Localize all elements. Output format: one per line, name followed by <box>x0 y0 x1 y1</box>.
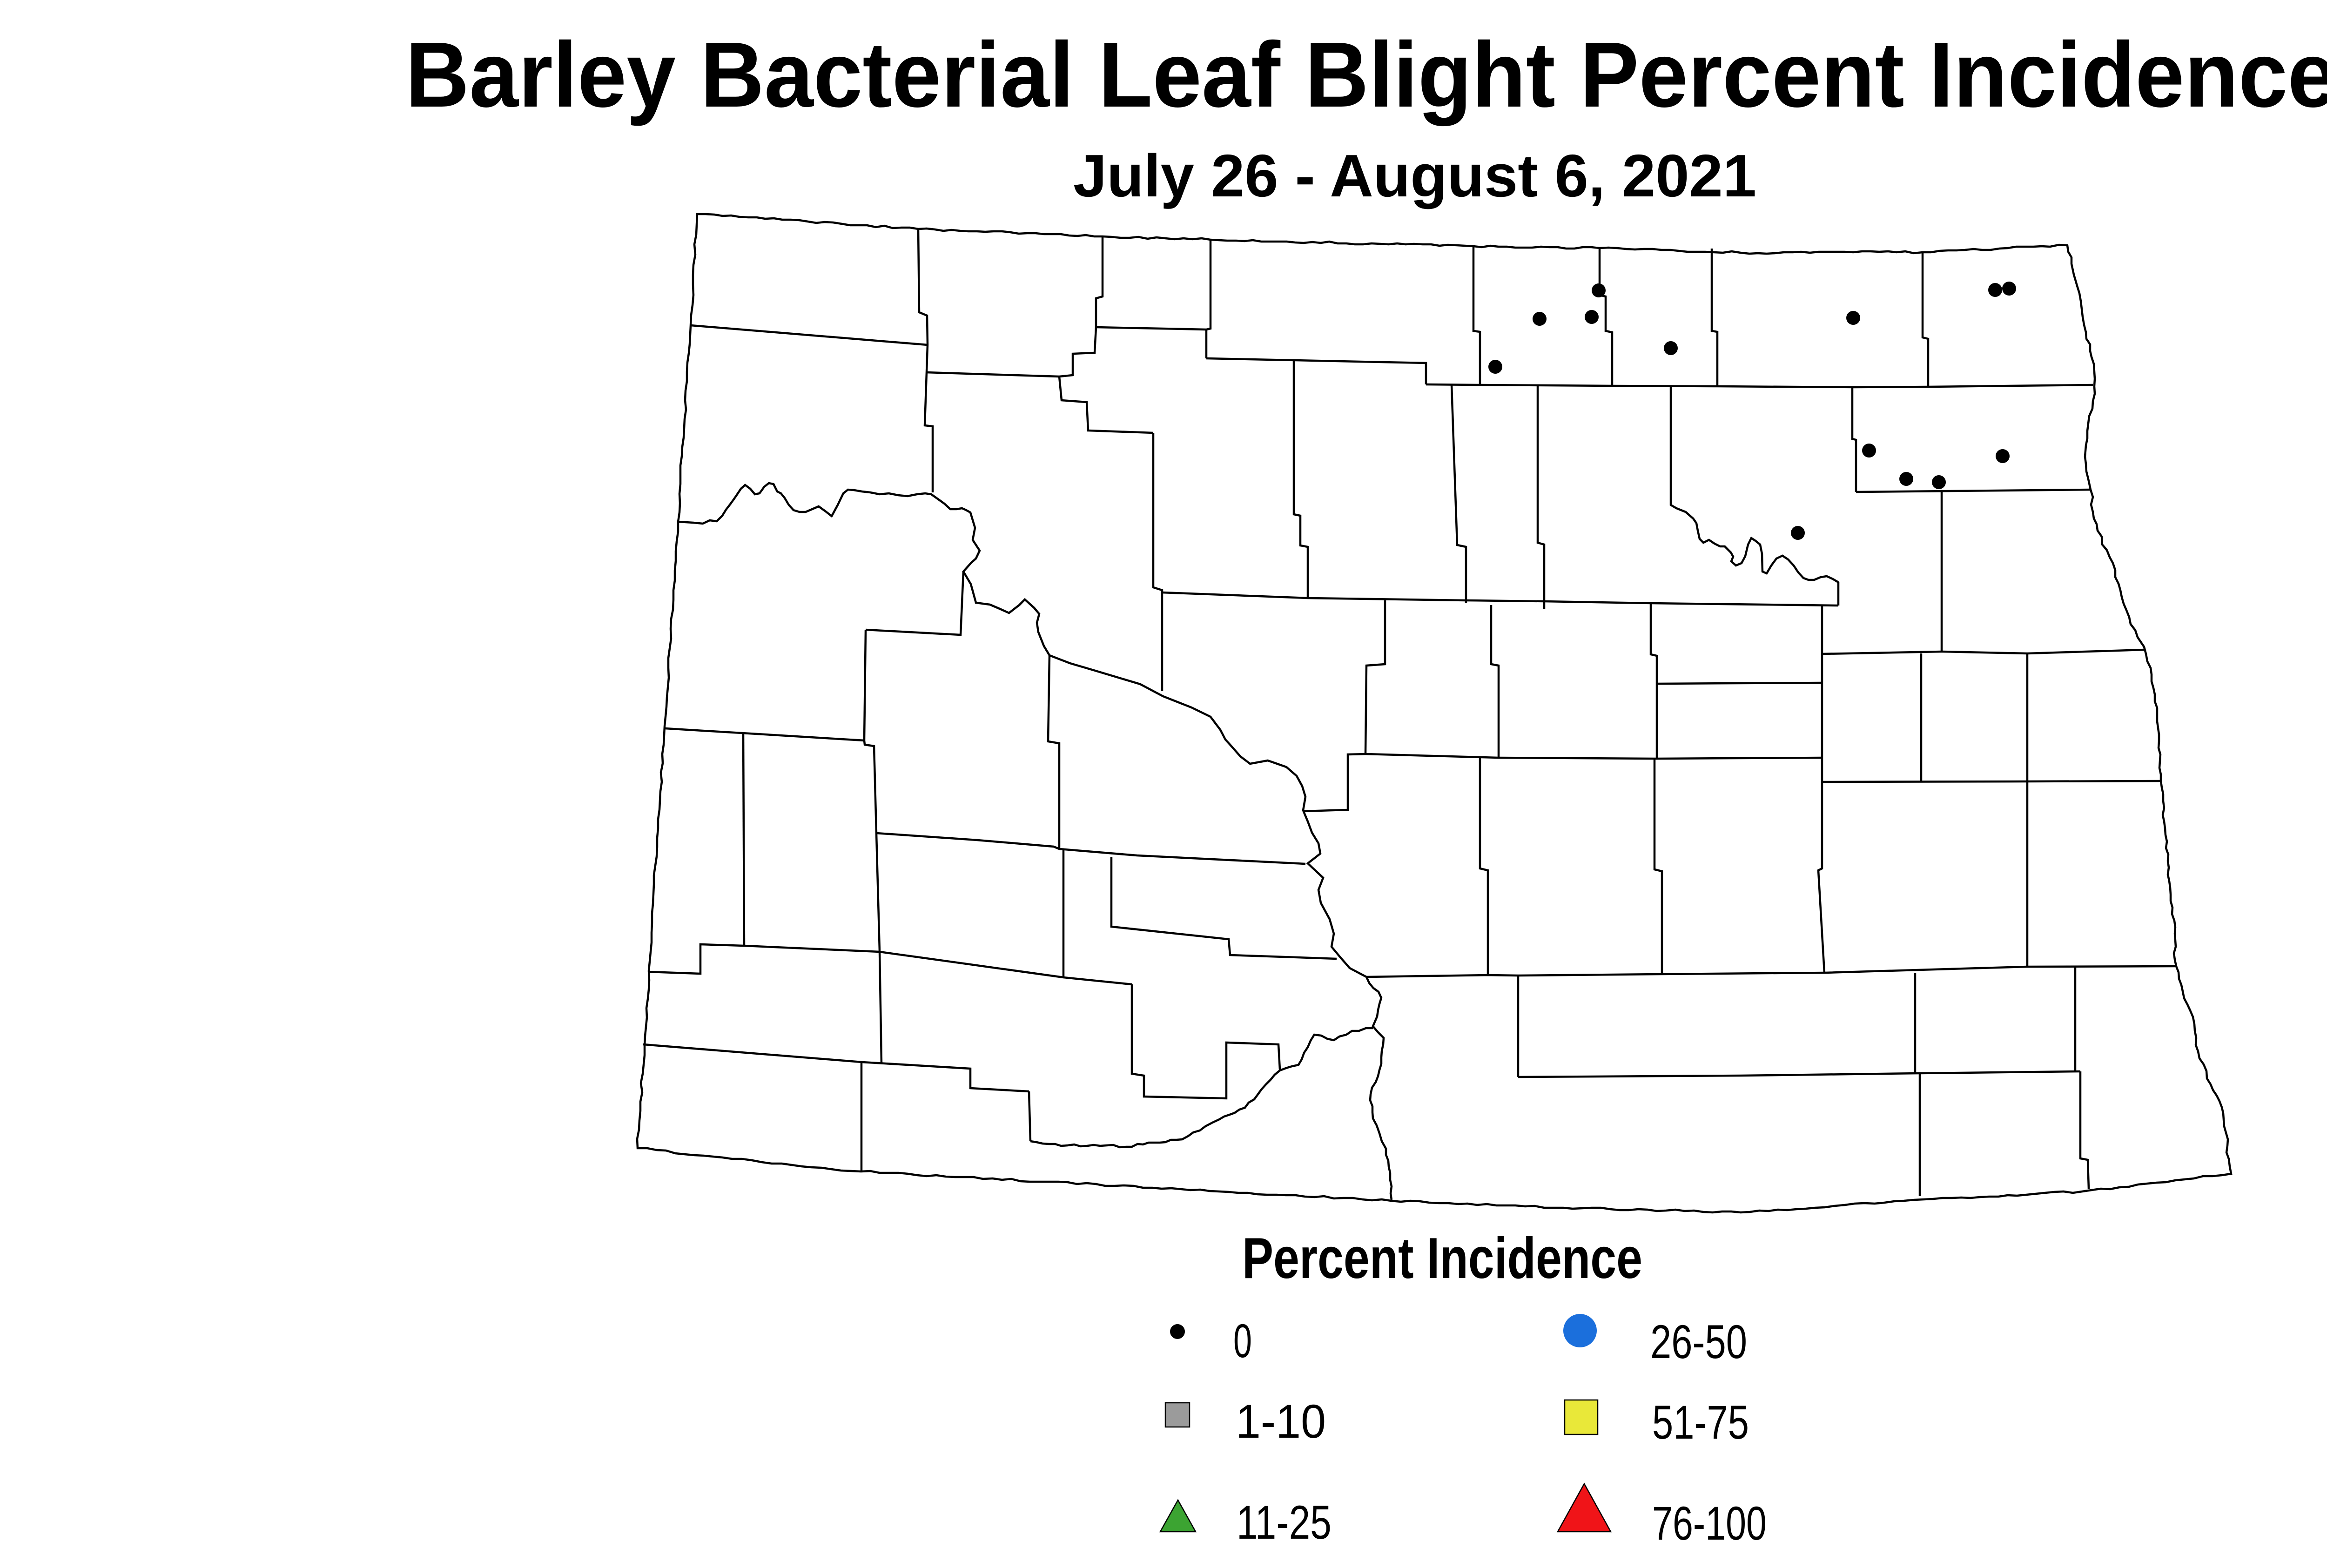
svg-text:76-100: 76-100 <box>1652 1497 1767 1550</box>
svg-text:Barley Bacterial Leaf Blight P: Barley Bacterial Leaf Blight Percent Inc… <box>405 23 2327 127</box>
svg-text:26-50: 26-50 <box>1650 1315 1747 1368</box>
svg-text:51-75: 51-75 <box>1652 1396 1749 1449</box>
svg-text:July 26 - August 6, 2021: July 26 - August 6, 2021 <box>1073 142 1756 209</box>
svg-text:0: 0 <box>1233 1314 1252 1367</box>
svg-text:11-25: 11-25 <box>1237 1496 1332 1549</box>
svg-text:1-10: 1-10 <box>1236 1395 1326 1448</box>
svg-text:Percent Incidence: Percent Incidence <box>1242 1226 1642 1291</box>
